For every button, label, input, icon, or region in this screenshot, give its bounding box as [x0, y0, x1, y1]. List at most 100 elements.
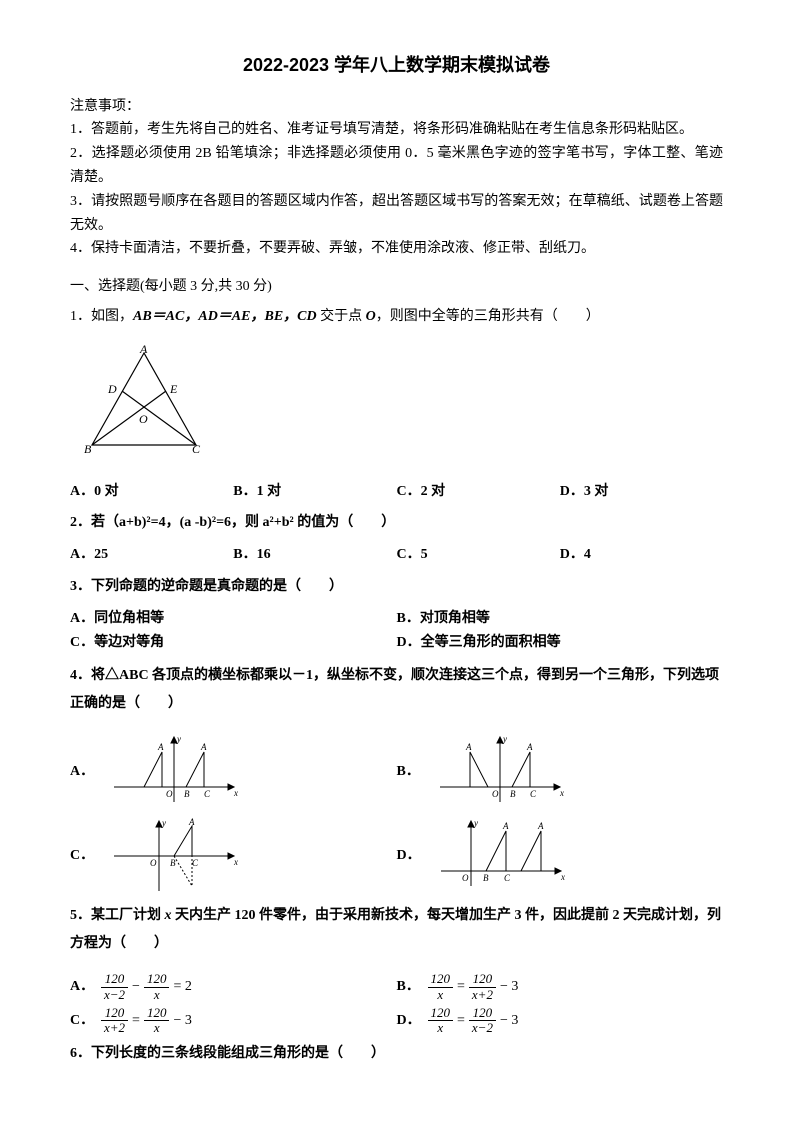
axis-y: y	[161, 818, 166, 828]
op: =	[457, 1009, 465, 1033]
q2-opt-c-text: C．5	[397, 547, 428, 562]
q1-options: A．0 对 B．1 对 C．2 对 D．3 对	[70, 480, 723, 504]
frac-den: x+2	[469, 988, 496, 1002]
axis-a2: A	[537, 821, 544, 831]
q4-a-label: A．	[70, 760, 94, 784]
q5-b: B． 120x = 120x+2 − 3	[397, 972, 724, 1002]
q5-a-expr: 120x−2 − 120x = 2	[100, 972, 195, 1002]
q1-o: O	[366, 309, 376, 324]
q3-stem: 3．下列命题的逆命题是真命题的是（ ）	[70, 575, 723, 599]
axis-a: A	[157, 742, 164, 752]
notice-header: 注意事项：	[70, 95, 723, 119]
q1-opt-c: C．2 对	[397, 480, 560, 504]
axis-b: B	[483, 873, 489, 883]
frac-num: 120	[101, 972, 128, 987]
q1-label-c: C	[192, 442, 201, 455]
q1-label-b: B	[84, 442, 92, 455]
q5-a: A． 120x−2 − 120x = 2	[70, 972, 397, 1002]
axis-a: A	[188, 817, 195, 827]
q1-label-d: D	[107, 382, 117, 396]
q1-label-e: E	[169, 382, 178, 396]
axis-o: O	[462, 873, 469, 883]
q4-c-graph: y x O A B C	[104, 816, 244, 896]
axis-a2: A	[200, 742, 207, 752]
axis-b: B	[170, 858, 176, 868]
q3-text: 3．下列命题的逆命题是真命题的是（ ）	[70, 579, 343, 594]
q5-d: D． 120x = 120x−2 − 3	[397, 1006, 724, 1036]
frac-den: x	[144, 1021, 170, 1035]
q4-b-label: B．	[397, 760, 420, 784]
axis-a: A	[465, 742, 472, 752]
q4-d-graph: y x O A A B C	[431, 816, 571, 896]
notice-2: 2．选择题必须使用 2B 铅笔填涂；非选择题必须使用 0．5 毫米黑色字迹的签字…	[70, 142, 723, 190]
q5-stem: 5．某工厂计划 x 天内生产 120 件零件，由于采用新技术，每天增加生产 3 …	[70, 902, 723, 958]
q5-c-expr: 120x+2 = 120x − 3	[100, 1006, 195, 1036]
q5-d-expr: 120x = 120x−2 − 3	[427, 1006, 522, 1036]
axis-b: B	[184, 789, 190, 799]
rhs: − 3	[500, 1009, 518, 1033]
axis-a2: A	[526, 742, 533, 752]
q5-c: C． 120x+2 = 120x − 3	[70, 1006, 397, 1036]
frac-den: x	[428, 988, 454, 1002]
frac-den: x+2	[101, 1021, 128, 1035]
q6-text: 6．下列长度的三条线段能组成三角形的是（ ）	[70, 1046, 385, 1061]
q5-d-label: D．	[397, 1009, 417, 1033]
rhs: = 2	[173, 975, 191, 999]
q2-opt-d: D．4	[560, 543, 723, 567]
frac-num: 120	[469, 972, 496, 987]
q2-stem: 2．若（a+b)²=4，(a -b)²=6，则 a²+b² 的值为（ ）	[70, 511, 723, 535]
axis-c: C	[204, 789, 211, 799]
q4-b: B． y x O A A B C	[397, 732, 724, 812]
q1-figure: A B C D E O	[84, 345, 204, 455]
q1-stem: 1．如图，AB＝AC，AD＝AE，BE，CD 交于点 O，则图中全等的三角形共有…	[70, 305, 723, 329]
q3-opt-c-text: C．等边对等角	[70, 635, 164, 650]
q1-pre: 1．如图，	[70, 309, 133, 324]
axis-b: B	[510, 789, 516, 799]
q4-c: C． y x O A B C	[70, 816, 397, 896]
q4-d-label: D．	[397, 844, 421, 868]
op: =	[457, 975, 465, 999]
q5-row1: A． 120x−2 − 120x = 2 B． 120x = 120x+2 − …	[70, 972, 723, 1002]
q1-label-a: A	[139, 345, 148, 356]
q2-opt-c: C．5	[397, 543, 560, 567]
axis-x: x	[560, 872, 565, 882]
frac-den: x−2	[101, 988, 128, 1002]
frac-den: x−2	[469, 1021, 496, 1035]
q3-opt-c: C．等边对等角	[70, 631, 397, 655]
frac-num: 120	[101, 1006, 128, 1021]
axis-o: O	[166, 789, 173, 799]
page-title: 2022-2023 学年八上数学期末模拟试卷	[70, 50, 723, 81]
frac-num: 120	[144, 972, 170, 987]
rhs: − 3	[500, 975, 518, 999]
q1-opt-d-text: D．3 对	[560, 484, 609, 499]
q4-text: 4．将△ABC 各顶点的横坐标都乘以－1，纵坐标不变，顺次连接这三个点，得到另一…	[70, 668, 719, 711]
q4-b-graph: y x O A A B C	[430, 732, 570, 812]
q1-opt-b-text: B．1 对	[233, 484, 281, 499]
q1-label-o: O	[139, 412, 148, 426]
q5-b-label: B．	[397, 975, 417, 999]
section-1-header: 一、选择题(每小题 3 分,共 30 分)	[70, 275, 723, 299]
q5-b-expr: 120x = 120x+2 − 3	[427, 972, 522, 1002]
q2-opt-a-text: A．25	[70, 547, 108, 562]
q2-opt-d-text: D．4	[560, 547, 591, 562]
frac-den: x	[428, 1021, 454, 1035]
q1-opt-d: D．3 对	[560, 480, 723, 504]
q4-a-graph: y x O A A B C	[104, 732, 244, 812]
axis-o: O	[150, 858, 157, 868]
q1-opt-a-text: A．0 对	[70, 484, 119, 499]
axis-y: y	[176, 734, 181, 744]
frac-num: 120	[428, 1006, 454, 1021]
notice-4: 4．保持卡面清洁，不要折叠，不要弄破、弄皱，不准使用涂改液、修正带、刮纸刀。	[70, 237, 723, 261]
frac-num: 120	[428, 972, 454, 987]
q1-opt-b: B．1 对	[233, 480, 396, 504]
axis-x: x	[233, 857, 238, 867]
notice-3: 3．请按照题号顺序在各题目的答题区域内作答，超出答题区域书写的答案无效；在草稿纸…	[70, 190, 723, 238]
frac-num: 120	[144, 1006, 170, 1021]
axis-o: O	[492, 789, 499, 799]
axis-y: y	[473, 818, 478, 828]
axis-c: C	[530, 789, 537, 799]
q3-opt-d: D．全等三角形的面积相等	[397, 631, 724, 655]
op: −	[132, 975, 140, 999]
frac-num: 120	[469, 1006, 496, 1021]
axis-c: C	[192, 858, 199, 868]
